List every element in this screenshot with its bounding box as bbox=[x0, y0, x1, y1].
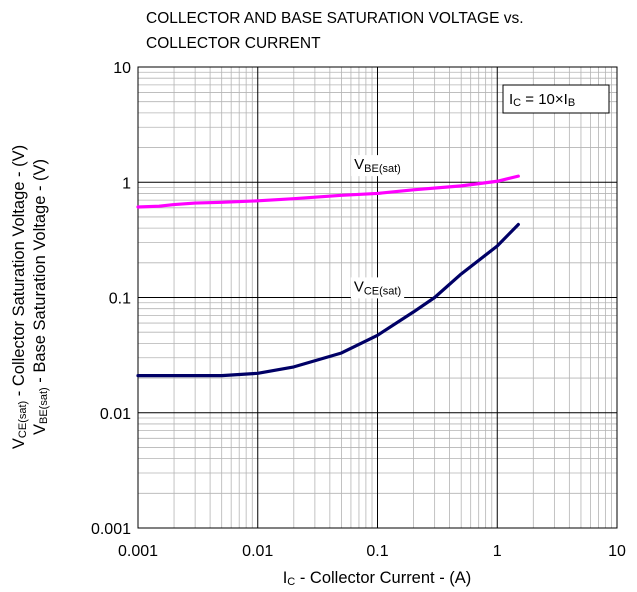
series-label-sub: BE(sat) bbox=[364, 163, 401, 175]
x-axis-title-main: I bbox=[283, 569, 288, 587]
y-axis-title-line-1: VCE(sat) - Collector Saturation Voltage … bbox=[10, 145, 29, 449]
condition-ib-sub: B bbox=[568, 97, 575, 109]
y-axis-title-2-sub: BE(sat) bbox=[38, 387, 50, 424]
x-axis-title-sub: C bbox=[287, 576, 295, 588]
series-label-main: V bbox=[354, 156, 364, 173]
y-tick-label: 10 bbox=[113, 60, 131, 77]
condition-eq: = 10×I bbox=[521, 91, 568, 108]
series-label-text: VCE(sat) bbox=[354, 278, 401, 297]
series-label-bg bbox=[351, 155, 404, 177]
x-tick-labels: 0.001 0.01 0.1 1 10 bbox=[118, 543, 626, 560]
condition-ic-sub: C bbox=[513, 97, 521, 109]
y-axis-title-1-rest: - Collector Saturation Voltage - (V) bbox=[10, 145, 28, 401]
series-label-sub: CE(sat) bbox=[364, 285, 401, 297]
series-label-main: V bbox=[354, 278, 364, 295]
x-tick-label: 10 bbox=[608, 543, 626, 560]
series-label-text: VBE(sat) bbox=[354, 156, 401, 175]
chart-title-line-1: COLLECTOR AND BASE SATURATION VOLTAGE vs… bbox=[146, 10, 524, 27]
y-axis-title-line-2: VBE(sat) - Base Saturation Voltage - (V) bbox=[31, 159, 50, 435]
series-layer: VBE(sat)VCE(sat) bbox=[136, 155, 520, 378]
series-label-vce-sat: VCE(sat) bbox=[350, 277, 405, 299]
series-line-vce-sat bbox=[136, 222, 520, 378]
y-tick-labels: 10 1 0.1 0.01 0.001 bbox=[91, 60, 131, 538]
condition-ic: I bbox=[509, 91, 513, 108]
plot-frame bbox=[137, 66, 618, 529]
y-axis-title-2-rest: - Base Saturation Voltage - (V) bbox=[31, 159, 49, 387]
x-axis-title-rest: - Collector Current - (A) bbox=[295, 569, 471, 587]
series-label-vbe-sat: VBE(sat) bbox=[351, 155, 404, 177]
x-tick-label: 0.1 bbox=[366, 543, 388, 560]
x-tick-label: 0.001 bbox=[118, 543, 158, 560]
y-tick-label: 0.001 bbox=[91, 521, 131, 538]
series-line-vbe-sat bbox=[136, 174, 520, 209]
condition-text: IC = 10×IB bbox=[509, 91, 575, 109]
series-label-bg bbox=[350, 277, 405, 299]
condition-box: IC = 10×IB bbox=[502, 84, 610, 114]
y-axis-title-1-main: V bbox=[10, 438, 28, 449]
y-tick-label: 1 bbox=[122, 175, 131, 192]
y-axis-title-1-sub: CE(sat) bbox=[17, 401, 29, 438]
x-tick-label: 1 bbox=[493, 543, 502, 560]
x-axis-title: IC - Collector Current - (A) bbox=[283, 569, 472, 588]
y-tick-label: 0.1 bbox=[109, 291, 131, 308]
y-tick-label: 0.01 bbox=[100, 406, 131, 423]
x-tick-label: 0.01 bbox=[242, 543, 273, 560]
condition-box-frame bbox=[502, 84, 610, 114]
y-axis-title-2-main: V bbox=[31, 424, 49, 435]
chart-title-line-2: COLLECTOR CURRENT bbox=[146, 35, 321, 52]
